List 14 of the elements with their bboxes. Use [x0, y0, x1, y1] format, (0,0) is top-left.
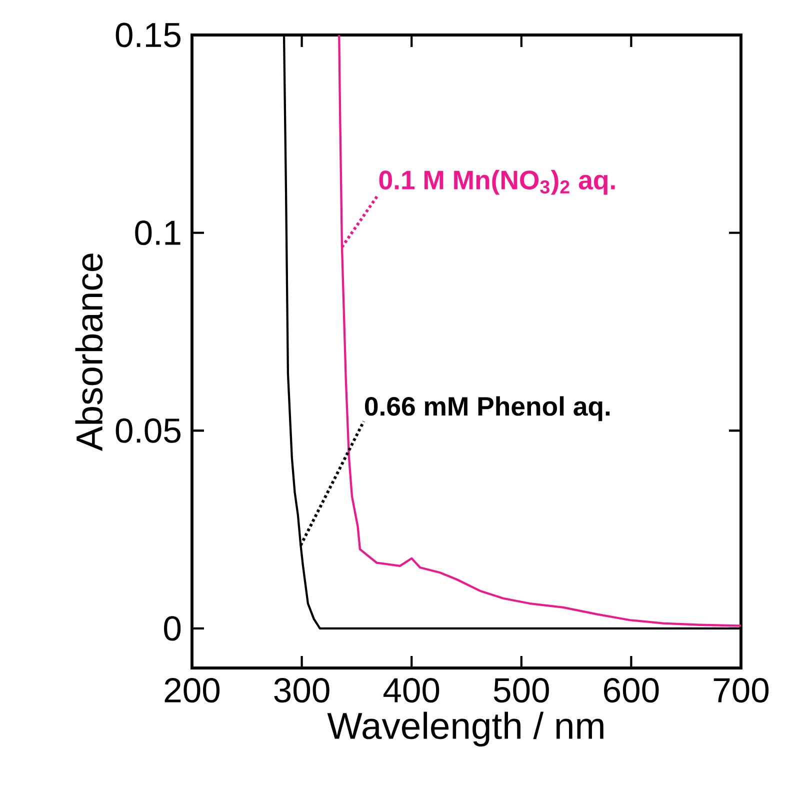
- y-tick-label: 0.15: [116, 22, 180, 48]
- x-tick-label: 500: [494, 678, 549, 703]
- y-tick-label: 0: [164, 616, 181, 641]
- x-tick-label: 400: [383, 678, 440, 703]
- y-axis-title: Absorbance: [75, 254, 103, 452]
- x-tick-label: 300: [274, 678, 330, 703]
- x-tick-label: 600: [604, 678, 659, 703]
- y-tick-label: 0.1: [135, 220, 180, 246]
- x-axis-title: Wavelength / nm: [327, 712, 604, 747]
- text: 0.1 M Mn(NO$_{3}$)$_{2}$ aq.: [379, 170, 615, 195]
- y-tick-label: 0.05: [116, 418, 180, 443]
- text: 0.66 mM Phenol aq.: [365, 396, 610, 422]
- x-tick-label: 200: [164, 678, 220, 703]
- x-tick-label: 700: [714, 678, 769, 703]
